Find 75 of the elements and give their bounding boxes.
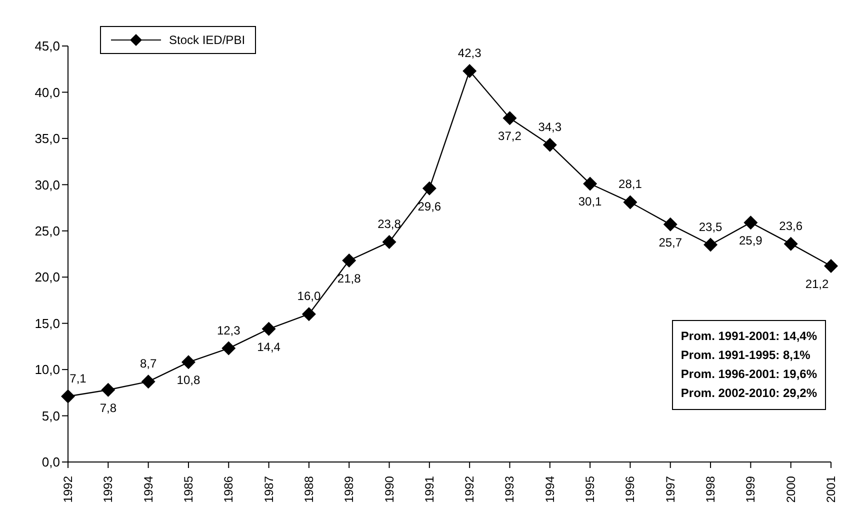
data-label: 29,6 — [418, 199, 442, 214]
x-tick-label: 1994 — [542, 476, 557, 503]
point — [302, 307, 316, 322]
point — [141, 374, 156, 389]
y-tick-label: 40,0 — [34, 84, 60, 100]
data-label: 30,1 — [578, 194, 602, 209]
y-tick-label: 5,0 — [42, 408, 60, 424]
point — [784, 236, 798, 251]
data-label: 23,8 — [378, 216, 402, 231]
data-label: 8,7 — [140, 356, 157, 371]
annotation: Prom. 1991-1995: 8,1% — [680, 347, 812, 364]
y-tick-label: 35,0 — [34, 131, 60, 146]
point — [462, 64, 477, 78]
data-label: 23,5 — [698, 220, 723, 234]
point — [824, 259, 838, 274]
point — [262, 322, 276, 336]
data-label: 21,8 — [337, 271, 362, 286]
point — [583, 176, 598, 191]
x-tick-label: 1993 — [101, 476, 116, 503]
point — [623, 195, 638, 210]
x-tick-label: 1993 — [502, 476, 517, 503]
y-tick-label: 30,0 — [34, 177, 60, 192]
point — [342, 253, 356, 268]
y-tick-label: 20,0 — [34, 270, 60, 285]
x-tick-label: 1985 — [181, 476, 196, 503]
x-tick-label: 2000 — [784, 476, 798, 503]
data-label: 25,7 — [658, 235, 682, 250]
data-label: 37,2 — [498, 129, 522, 144]
y-tick-label: 0,0 — [42, 454, 60, 470]
x-tick-label: 1986 — [222, 476, 236, 503]
data-label: 25,9 — [739, 234, 763, 248]
data-label: 16,0 — [297, 289, 321, 304]
point — [542, 138, 557, 152]
data-label: 14,4 — [257, 340, 281, 354]
x-tick-label: 1997 — [663, 476, 678, 503]
data-label: 7,8 — [100, 400, 117, 415]
data-label: 10,8 — [176, 373, 200, 388]
point — [382, 234, 396, 249]
x-tick-label: 1987 — [262, 476, 276, 503]
annotation: Prom. 1991-2001: 14,4% — [680, 328, 817, 345]
x-tick-label: 1990 — [382, 476, 396, 503]
point — [61, 389, 75, 404]
x-tick-label: 1991 — [422, 476, 436, 503]
y-tick-label: 45,0 — [34, 38, 60, 54]
data-label: 42,3 — [458, 46, 482, 60]
data-label: 12,3 — [216, 323, 241, 338]
point — [704, 238, 718, 252]
data-label: 23,6 — [779, 218, 803, 233]
x-tick-label: 1998 — [704, 476, 718, 503]
y-tick-label: 10,0 — [34, 362, 60, 378]
x-tick-label: 1996 — [623, 476, 638, 503]
point — [181, 355, 196, 370]
point — [502, 111, 517, 126]
point — [222, 341, 236, 356]
x-tick-label: 1994 — [141, 476, 156, 503]
annotation: Prom. 1996-2001: 19,6% — [680, 366, 817, 383]
y-tick-label: 15,0 — [34, 316, 60, 331]
x-tick-label: 1992 — [462, 476, 477, 503]
data-label: 21,2 — [805, 277, 829, 292]
point — [663, 217, 678, 232]
x-tick-label: 1992 — [61, 476, 75, 503]
point — [422, 181, 436, 196]
data-label: 7,1 — [70, 371, 87, 386]
x-tick-label: 2001 — [824, 476, 838, 503]
data-label: 28,1 — [618, 177, 642, 192]
x-tick-label: 1999 — [744, 476, 758, 503]
annotation: Prom. 2002-2010: 29,2% — [680, 385, 817, 402]
x-tick-label: 1995 — [583, 476, 598, 503]
point — [744, 216, 758, 230]
y-tick-label: 25,0 — [34, 224, 60, 239]
legend-label: Stock IED/PBI — [169, 33, 246, 47]
x-tick-label: 1988 — [302, 476, 316, 503]
x-tick-label: 1989 — [342, 476, 356, 503]
data-label: 34,3 — [538, 120, 562, 134]
point — [101, 382, 116, 397]
